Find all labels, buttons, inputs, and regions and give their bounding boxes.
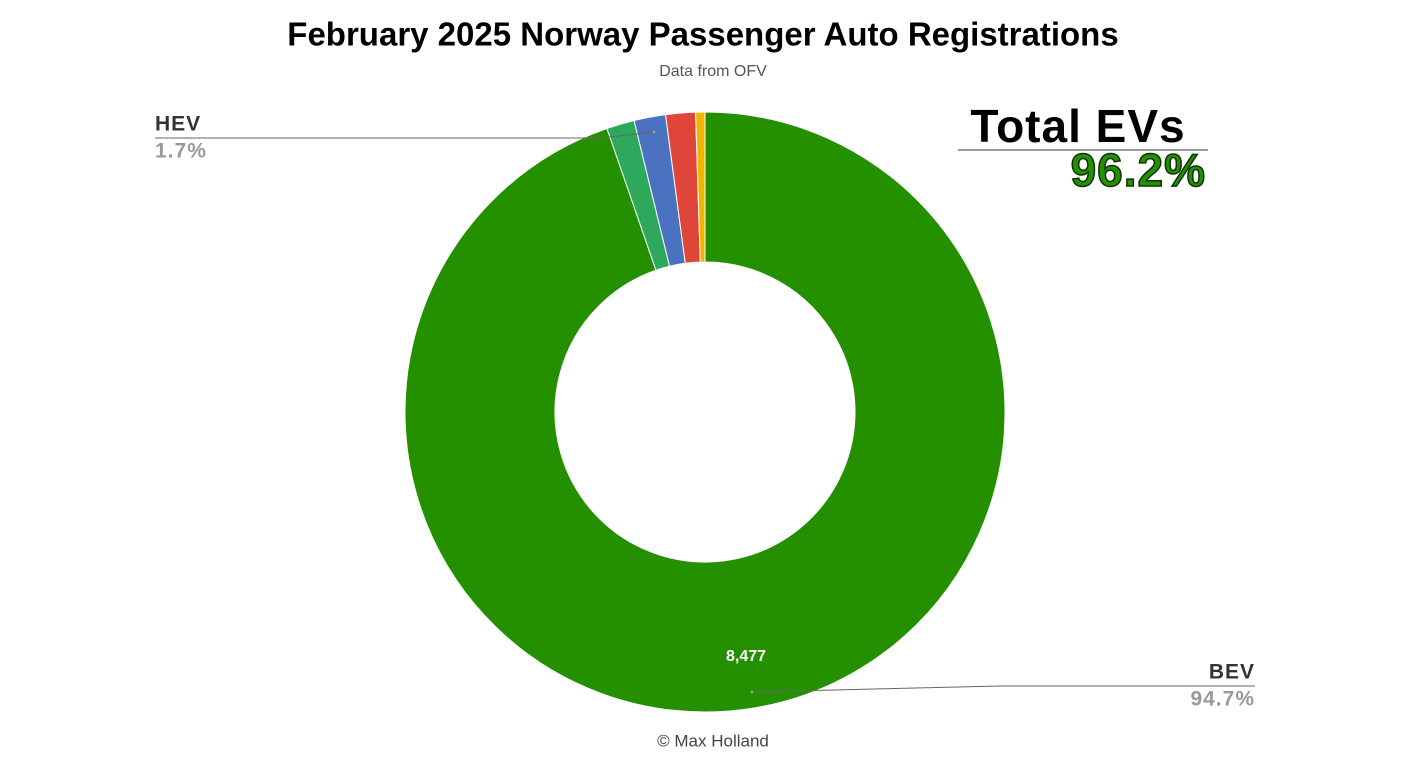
slice-count: 8,477 (726, 648, 766, 665)
slice (695, 111, 706, 263)
leader-dot (750, 690, 754, 694)
chart-title: February 2025 Norway Passenger Auto Regi… (287, 16, 1118, 53)
footer: © Max Holland (657, 731, 769, 750)
slice-label: HEV (155, 113, 201, 136)
annotation-title: Total EVs (970, 100, 1185, 152)
leader-line (751, 685, 1255, 693)
leader-line (155, 131, 655, 139)
donut (404, 111, 1006, 713)
chart-subtitle: Data from OFV (659, 63, 767, 80)
slice (404, 111, 1006, 713)
slice-percent: 94.7% (1190, 688, 1255, 711)
annotation-value: 96.2% (1071, 144, 1206, 196)
slice-label: BEV (1209, 661, 1255, 684)
leader-dot (652, 130, 656, 134)
slice-percent: 1.7% (155, 140, 207, 163)
